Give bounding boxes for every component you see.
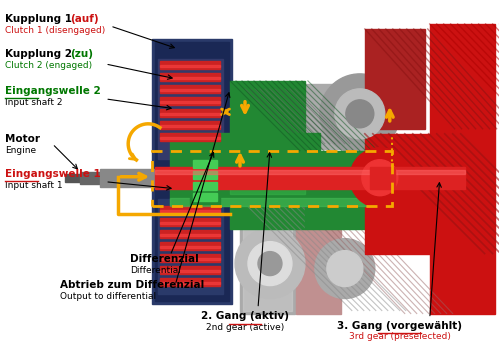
Bar	[365, 134, 455, 254]
Bar	[193, 193, 217, 201]
Bar	[193, 160, 217, 168]
Text: (auf): (auf)	[70, 14, 99, 24]
Bar	[193, 182, 217, 190]
Bar	[370, 167, 395, 189]
Bar	[170, 198, 375, 206]
Bar	[160, 218, 220, 226]
Bar	[160, 97, 220, 105]
Bar	[430, 24, 495, 313]
Bar	[230, 189, 305, 229]
Bar	[305, 169, 365, 229]
Circle shape	[327, 251, 363, 287]
Bar	[80, 172, 105, 184]
Bar	[158, 59, 223, 159]
Bar	[160, 133, 220, 141]
Bar	[160, 270, 220, 271]
Bar	[160, 101, 220, 103]
Bar	[160, 121, 220, 129]
Bar	[230, 174, 305, 194]
Bar	[160, 109, 220, 117]
Circle shape	[346, 100, 374, 128]
Circle shape	[362, 160, 398, 196]
Bar	[160, 246, 220, 248]
Text: Clutch 1 (disengaged): Clutch 1 (disengaged)	[5, 26, 106, 35]
Text: Clutch 2 (engaged): Clutch 2 (engaged)	[5, 61, 92, 70]
Bar	[160, 282, 220, 283]
Text: Eingangswelle 2: Eingangswelle 2	[5, 86, 101, 96]
Bar	[160, 113, 220, 115]
Circle shape	[235, 229, 305, 299]
Bar	[160, 234, 220, 236]
Circle shape	[350, 148, 410, 208]
Text: Input shaft 2: Input shaft 2	[5, 98, 63, 107]
Bar	[160, 266, 220, 273]
Bar	[430, 24, 495, 313]
Bar	[160, 210, 220, 212]
Bar	[296, 199, 341, 313]
Bar	[190, 154, 220, 204]
Bar	[155, 167, 465, 189]
Text: 2nd gear (active): 2nd gear (active)	[206, 323, 284, 332]
Text: 3. Gang (vorgewählt): 3. Gang (vorgewählt)	[337, 321, 462, 331]
Text: 2. Gang (aktiv): 2. Gang (aktiv)	[201, 311, 289, 321]
Bar	[155, 42, 229, 301]
Bar	[160, 258, 220, 260]
Bar	[160, 206, 220, 214]
Bar	[160, 65, 220, 67]
Bar	[152, 39, 232, 303]
Bar	[160, 89, 220, 91]
Text: Kupplung 2: Kupplung 2	[5, 49, 76, 59]
Text: Motor: Motor	[5, 134, 40, 144]
Bar	[243, 202, 292, 311]
Text: Differenzial: Differenzial	[130, 254, 199, 264]
Bar	[170, 133, 320, 151]
Bar	[170, 151, 375, 206]
Bar	[160, 278, 220, 286]
Text: (zu): (zu)	[70, 49, 93, 59]
Bar	[245, 89, 295, 144]
Bar	[160, 85, 220, 93]
Text: Differential: Differential	[130, 266, 181, 275]
Text: Output to differential: Output to differential	[60, 292, 156, 301]
Text: Abtrieb zum Differenzial: Abtrieb zum Differenzial	[60, 280, 205, 290]
Bar	[158, 199, 223, 293]
Text: Kupplung 1: Kupplung 1	[5, 14, 76, 24]
Bar	[160, 241, 220, 250]
Bar	[160, 254, 220, 261]
Bar	[160, 125, 220, 127]
Bar	[160, 61, 220, 69]
Bar	[240, 199, 295, 313]
Bar	[160, 230, 220, 238]
Circle shape	[248, 241, 292, 286]
Bar	[160, 137, 220, 139]
Text: Eingangswelle 1: Eingangswelle 1	[5, 169, 101, 179]
Bar	[365, 29, 425, 129]
Bar	[160, 222, 220, 224]
Circle shape	[315, 239, 375, 299]
Text: Engine: Engine	[5, 146, 36, 155]
Text: Input shaft 1: Input shaft 1	[5, 181, 63, 190]
Bar	[193, 171, 217, 179]
Bar	[160, 77, 220, 79]
Bar	[65, 174, 83, 182]
Circle shape	[320, 74, 400, 154]
Bar	[155, 170, 465, 174]
Bar	[300, 84, 360, 149]
Text: 3rd gear (preselected): 3rd gear (preselected)	[349, 333, 451, 342]
Bar	[230, 81, 305, 151]
Bar	[160, 73, 220, 81]
Circle shape	[258, 251, 282, 276]
Bar	[100, 169, 155, 187]
Circle shape	[335, 89, 385, 139]
